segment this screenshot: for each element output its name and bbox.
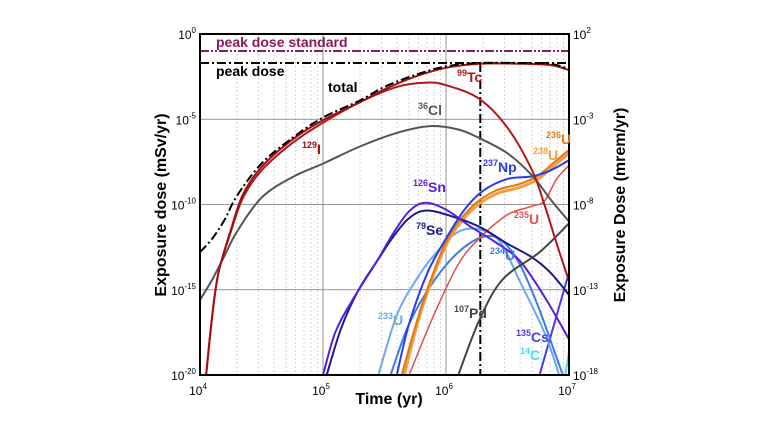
- series-label-126Sn: 126Sn: [413, 178, 446, 195]
- y-right-tick-label: 10-18: [573, 367, 598, 383]
- x-tick-label: 106: [435, 382, 453, 398]
- series-label-79Se: 79Se: [416, 221, 443, 238]
- series-line-135Cs: [538, 272, 569, 375]
- y-axis-title: Exposure dose (mSv/yr): [153, 113, 170, 296]
- series-line-238U: [402, 152, 569, 375]
- series-line-total: [200, 61, 569, 253]
- series-label-233U: 233U: [378, 311, 403, 328]
- series-label-129I: 129I: [302, 140, 321, 157]
- y-tick-label: 10-5: [176, 111, 197, 127]
- series-label-99Tc: 99Tc: [457, 68, 483, 85]
- series-line-235U: [408, 164, 569, 375]
- series-line-233U: [377, 227, 561, 375]
- series-line-107Pd: [457, 222, 569, 375]
- y-tick-label: 100: [178, 26, 196, 42]
- x-axis-title: Time (yr): [355, 391, 422, 408]
- y-right-tick-label: 10-13: [573, 282, 598, 298]
- series-labels: total 129I 99Tc 36Cl 107Pd 126Sn 79Se 237Np 236U…: [302, 68, 571, 363]
- series-line-36Cl: [200, 124, 569, 301]
- y-right-tick-label: 102: [573, 26, 591, 42]
- series-line-99Tc: [205, 81, 569, 375]
- series-label-234U: 234U: [490, 246, 515, 263]
- series-label-238U: 238U: [533, 146, 558, 163]
- series-line-237Np: [395, 159, 569, 375]
- series-label-107Pd: 107Pd: [454, 304, 487, 321]
- tick-labels: 104 105 106 107 100 10-5 10-10 10-15 10-20 102 10-…: [171, 26, 598, 398]
- series-label-236U: 236U: [546, 130, 571, 147]
- series-lines: [200, 61, 569, 375]
- x-tick-label: 105: [312, 382, 330, 398]
- y-tick-label: 10-20: [171, 367, 196, 383]
- series-line-126Sn: [322, 201, 569, 375]
- series-label-36Cl: 36Cl: [418, 101, 442, 118]
- plot-frame: [199, 33, 570, 376]
- y-tick-label: 10-10: [171, 197, 196, 213]
- x-tick-label: 104: [189, 382, 207, 398]
- series-label-total: total: [328, 79, 358, 95]
- y-right-tick-label: 10-3: [573, 111, 594, 127]
- series-label-135Cs: 135Cs: [516, 328, 549, 345]
- y-right-tick-label: 10-8: [573, 197, 594, 213]
- peak-dose-standard-label: peak dose standard: [216, 34, 348, 50]
- series-line-234U: [389, 234, 564, 375]
- series-label-235U: 235U: [514, 210, 539, 227]
- series-line-236U: [400, 149, 569, 375]
- x-tick-label: 107: [558, 382, 576, 398]
- series-line-129I: [205, 62, 569, 375]
- series-label-237Np: 237Np: [483, 158, 517, 175]
- y-axis-right-title: Exposure Dose (mrem/yr): [612, 108, 629, 303]
- y-tick-label: 10-15: [171, 282, 196, 298]
- peak-dose-label: peak dose: [216, 63, 285, 79]
- series-label-14C: 14C: [520, 346, 540, 363]
